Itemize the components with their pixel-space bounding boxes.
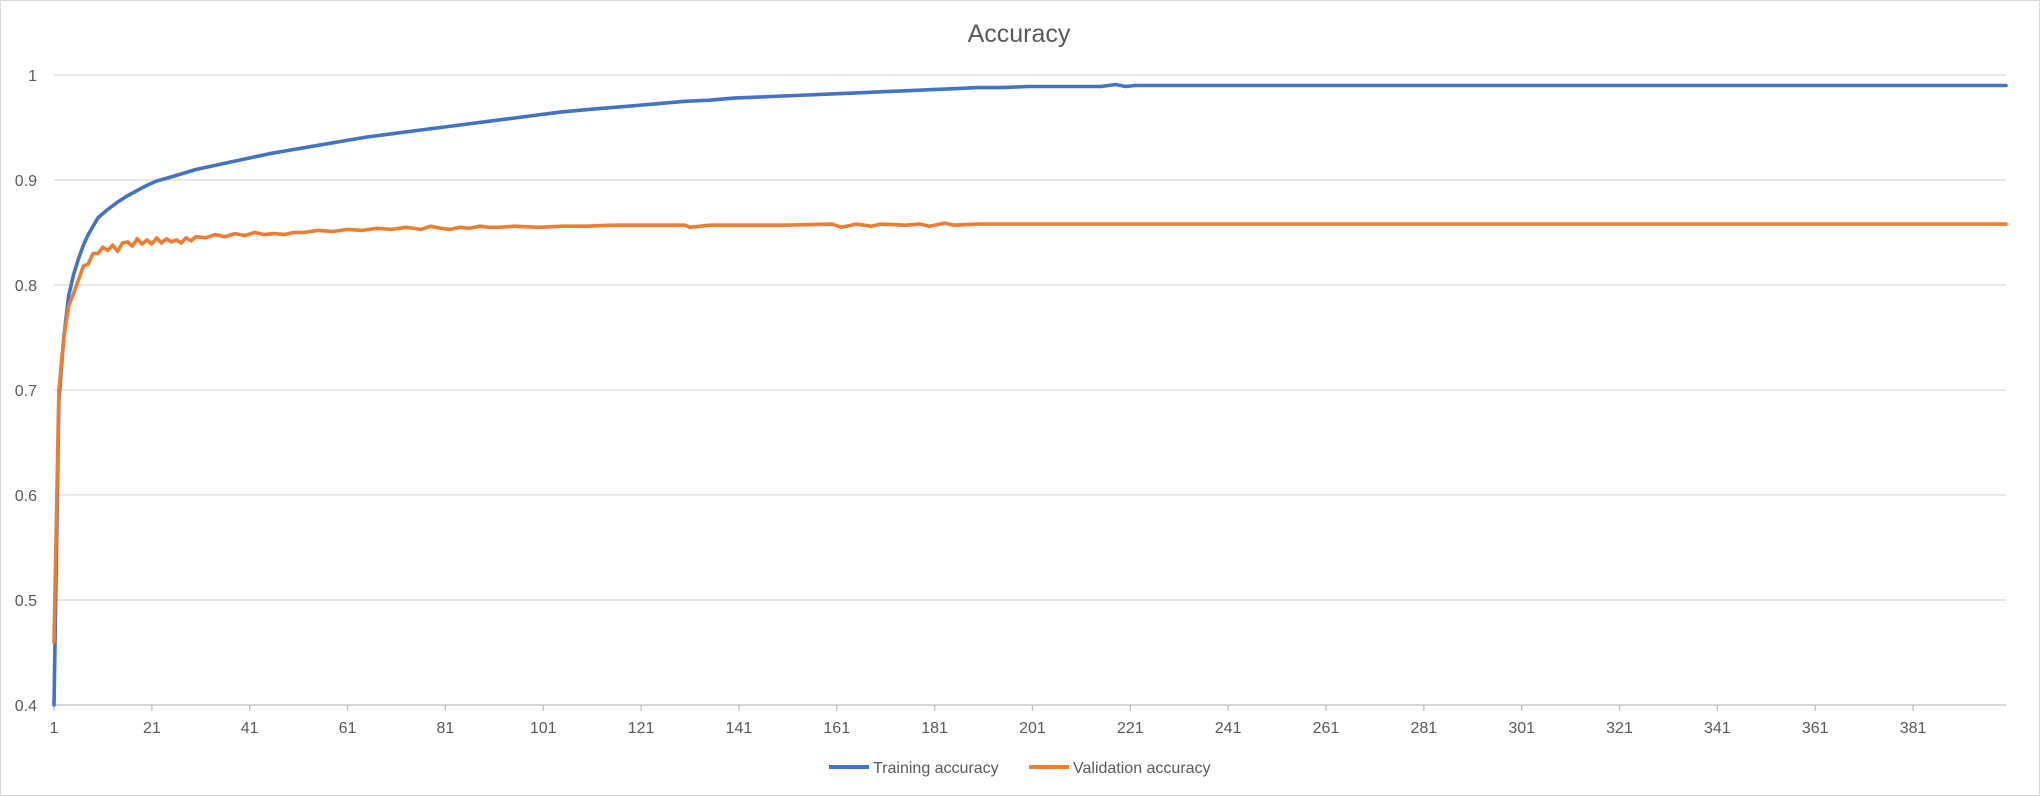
x-tick-label: 41 <box>241 720 259 737</box>
x-tick-label: 361 <box>1802 720 1829 737</box>
y-tick-label: 0.7 <box>15 383 37 400</box>
y-tick-label: 0.5 <box>15 593 37 610</box>
legend-item-training-accuracy: Training accuracy <box>829 760 999 777</box>
series-line-training-accuracy <box>52 82 2008 707</box>
x-tick-label: 261 <box>1313 720 1340 737</box>
x-tick-label: 121 <box>628 720 655 737</box>
series-lines <box>52 82 2008 707</box>
x-tick-label: 181 <box>921 720 948 737</box>
x-tick-label: 21 <box>143 720 161 737</box>
x-tick-label: 321 <box>1606 720 1633 737</box>
legend: Training accuracy Validation accuracy <box>829 760 1211 777</box>
x-tick-label: 101 <box>530 720 557 737</box>
x-tick-label: 81 <box>436 720 454 737</box>
x-tick-label: 221 <box>1117 720 1144 737</box>
y-tick-label: 0.4 <box>15 698 37 715</box>
y-tick-label: 1 <box>28 68 37 85</box>
chart-title: Accuracy <box>968 20 1071 48</box>
x-tick-label: 161 <box>823 720 850 737</box>
x-tick-label: 281 <box>1410 720 1437 737</box>
axes: 0.40.50.60.70.80.911 21 41 61 81 101 121 141 161… <box>15 68 2006 737</box>
y-tick-label: 0.8 <box>15 278 37 295</box>
y-tick-label: 0.6 <box>15 488 37 505</box>
x-tick-label: 301 <box>1508 720 1535 737</box>
x-tick-label: 141 <box>726 720 753 737</box>
legend-item-validation-accuracy: Validation accuracy <box>1029 760 1211 777</box>
gridlines <box>54 74 2006 601</box>
y-tick-label: 0.9 <box>15 173 37 190</box>
x-tick-label: 61 <box>339 720 357 737</box>
x-tick-label: 1 <box>50 720 59 737</box>
x-tick-label: 381 <box>1900 720 1927 737</box>
series-line-validation-accuracy <box>52 221 2008 644</box>
x-tick-label: 341 <box>1704 720 1731 737</box>
legend-label: Validation accuracy <box>1073 760 1211 777</box>
x-tick-label: 241 <box>1215 720 1242 737</box>
legend-label: Training accuracy <box>873 760 999 777</box>
x-tick-label: 201 <box>1019 720 1046 737</box>
